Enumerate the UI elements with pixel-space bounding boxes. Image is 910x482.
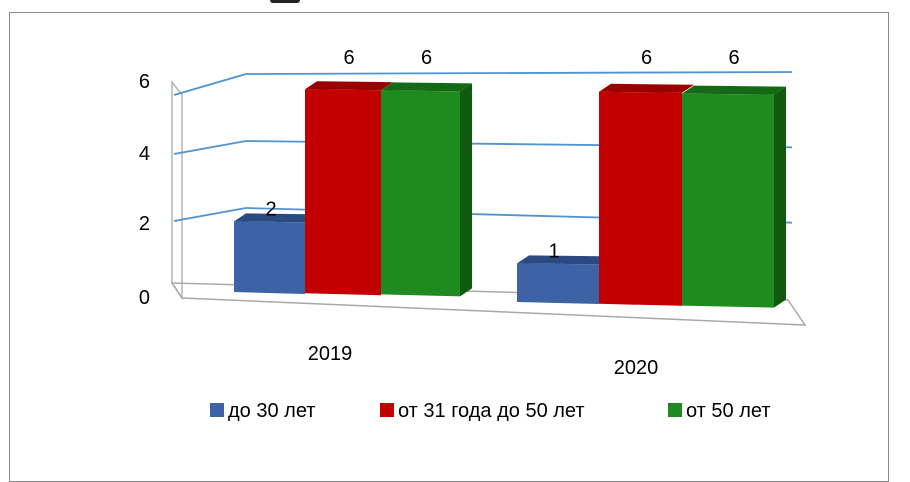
data-label: 1 <box>548 240 559 262</box>
legend-label: до 30 лет <box>228 400 315 422</box>
y-tick-label: 4 <box>139 143 150 165</box>
gridline-side-4 <box>173 140 247 155</box>
legend-item: от 31 года до 50 лет <box>380 400 585 422</box>
legend: до 30 лет от 31 года до 50 лет от 50 лет <box>210 400 771 422</box>
bar-2020-1 <box>517 255 611 304</box>
top-edge-mark <box>270 0 300 3</box>
bar-top <box>599 83 694 93</box>
bar-front <box>599 91 682 306</box>
bar-top <box>517 255 611 265</box>
bar-2019-3 <box>381 82 472 297</box>
data-label: 6 <box>728 47 739 69</box>
y-tick-label: 0 <box>139 287 150 309</box>
chart-walls <box>170 79 807 326</box>
y-axis-ticks: 0 2 4 6 <box>139 71 150 309</box>
bar-2020-2 <box>599 83 694 306</box>
bar-top <box>305 81 393 91</box>
bar-top <box>381 82 472 92</box>
legend-swatch <box>380 403 394 417</box>
legend-label: от 50 лет <box>686 400 771 422</box>
bars <box>234 81 786 308</box>
gridline-side-2 <box>173 207 247 222</box>
data-label: 6 <box>641 47 652 69</box>
legend-swatch <box>210 403 224 417</box>
y-tick-label: 6 <box>139 71 150 93</box>
bar-front <box>517 263 599 304</box>
bar-side <box>460 83 472 297</box>
data-label: 6 <box>421 47 432 69</box>
category-labels: 2019 2020 <box>308 343 659 379</box>
gridline-back-6 <box>245 71 793 75</box>
gridline-side-6 <box>173 73 247 96</box>
data-label: 2 <box>265 198 276 220</box>
bar-2020-3 <box>682 85 786 308</box>
floor <box>170 282 807 326</box>
legend-item: от 50 лет <box>668 400 771 422</box>
category-label: 2019 <box>308 343 353 365</box>
bar-top <box>234 213 317 223</box>
legend-item: до 30 лет <box>210 400 315 422</box>
bar-2019-2 <box>305 81 393 296</box>
y-tick-label: 2 <box>139 213 150 235</box>
bar-chart-3d: 0 2 4 6 2 6 6 1 6 6 2019 2020 до 30 лет от 31 года… <box>139 47 807 422</box>
left-wall <box>171 79 183 301</box>
data-labels: 2 6 6 1 6 6 <box>265 47 739 262</box>
category-label: 2020 <box>614 357 659 379</box>
bar-front <box>682 93 774 308</box>
legend-swatch <box>668 403 682 417</box>
bar-side <box>774 86 786 308</box>
data-label: 6 <box>343 47 354 69</box>
bar-front <box>234 221 305 294</box>
bar-top <box>682 85 786 95</box>
bar-front <box>305 89 381 296</box>
legend-label: от 31 года до 50 лет <box>398 400 585 422</box>
bar-2019-1 <box>234 213 317 294</box>
bar-front <box>381 90 460 297</box>
